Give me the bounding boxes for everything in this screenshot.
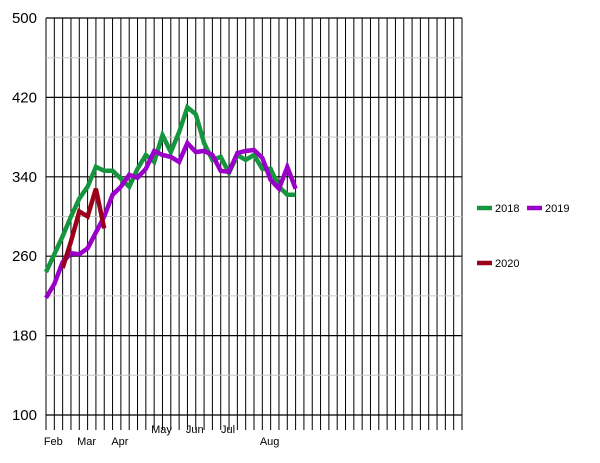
x-month-label: Feb bbox=[44, 436, 63, 448]
x-month-label: Jul bbox=[221, 424, 235, 436]
series-lines bbox=[43, 103, 298, 300]
x-axis-month-labels: Feb Mar Apr May Jun Jul Aug bbox=[44, 424, 280, 448]
y-tick-label: 260 bbox=[12, 248, 37, 265]
series-line-2018 bbox=[43, 103, 296, 274]
horizontal-gridlines bbox=[46, 17, 462, 416]
y-tick-label: 500 bbox=[12, 10, 37, 27]
legend-label-2018: 2018 bbox=[495, 203, 519, 215]
legend: 2018 2019 2020 bbox=[477, 203, 569, 270]
legend-label-2019: 2019 bbox=[545, 203, 569, 215]
x-month-label: May bbox=[151, 424, 172, 436]
x-month-label: Aug bbox=[260, 436, 280, 448]
y-tick-label: 420 bbox=[12, 89, 37, 106]
vertical-gridlines bbox=[45, 18, 463, 430]
y-tick-label: 340 bbox=[12, 169, 37, 186]
x-month-label: Jun bbox=[186, 424, 204, 436]
y-tick-label: 100 bbox=[12, 407, 37, 424]
series-line-2020 bbox=[60, 188, 107, 269]
series-line-2019 bbox=[44, 139, 298, 300]
y-axis-tick-labels: 100 180 260 340 420 500 bbox=[12, 10, 37, 424]
legend-label-2020: 2020 bbox=[495, 258, 519, 270]
x-month-label: Mar bbox=[77, 436, 96, 448]
y-tick-label: 180 bbox=[12, 328, 37, 345]
x-month-label: Apr bbox=[111, 436, 128, 448]
